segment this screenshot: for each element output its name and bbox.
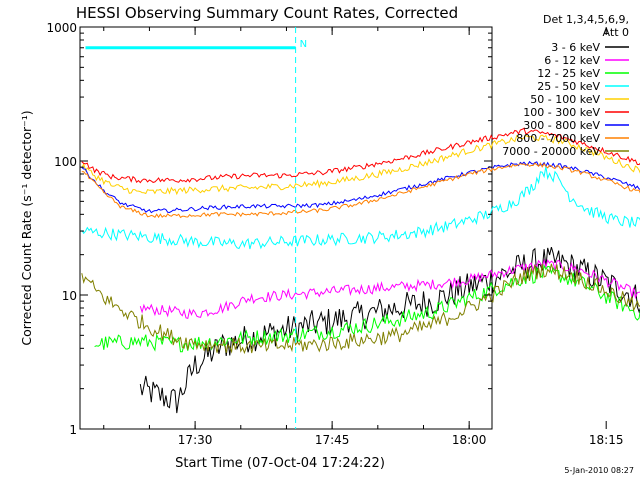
plot-area: NS 17:3017:4518:0018:1518:3018:4519:0011…: [46, 21, 640, 447]
y-tick-label: 10: [62, 289, 77, 303]
legend-label-7000-20000-kev: 7000 - 20000 keV: [502, 145, 600, 158]
legend-label-3-6-kev: 3 - 6 keV: [551, 41, 600, 54]
legend-label-100-300-kev: 100 - 300 keV: [523, 106, 600, 119]
x-tick-label: 17:45: [315, 433, 350, 447]
x-tick-label: 17:30: [178, 433, 213, 447]
series-line-7000-20000-kev: [81, 263, 640, 355]
legend-label-50-100-kev: 50 - 100 keV: [530, 93, 600, 106]
axis-layer: 17:3017:4518:0018:1518:3018:4519:0011010…: [46, 21, 624, 447]
annotation-label-0: N: [300, 39, 307, 50]
footer-date: 5-Jan-2010 08:27: [564, 466, 634, 475]
series-line-100-300-kev: [81, 127, 640, 184]
y-tick-label: 100: [54, 155, 77, 169]
annotation-layer: NS: [85, 27, 307, 429]
y-tick-label: 1000: [46, 21, 77, 35]
legend-label-800-7000-kev: 800 - 7000 keV: [516, 132, 600, 145]
series-line-50-100-kev: [81, 134, 640, 196]
x-tick-label: 18:00: [452, 433, 487, 447]
series-line-6-12-kev: [139, 258, 640, 320]
chart-title: HESSI Observing Summary Count Rates, Cor…: [76, 4, 458, 22]
legend-label-300-800-kev: 300 - 800 keV: [523, 119, 600, 132]
series-layer: [81, 127, 640, 414]
legend-label-12-25-kev: 12 - 25 keV: [537, 67, 600, 80]
series-line-300-800-kev: [81, 160, 640, 214]
y-tick-label: 1: [69, 423, 77, 437]
legend-label-25-50-kev: 25 - 50 keV: [537, 80, 600, 93]
x-axis-label: Start Time (07-Oct-04 17:24:22): [175, 456, 385, 471]
y-axis-label: Corrected Count Rate (s⁻¹ detector⁻¹): [19, 110, 34, 345]
legend-header-line2: Att 0: [603, 26, 629, 39]
x-tick-label: 18:15: [589, 433, 624, 447]
legend-header-line1: Det 1,3,4,5,6,9,: [543, 13, 629, 26]
legend-label-6-12-kev: 6 - 12 keV: [544, 54, 600, 67]
series-line-25-50-kev: [81, 166, 640, 250]
series-line-800-7000-kev: [81, 162, 640, 219]
